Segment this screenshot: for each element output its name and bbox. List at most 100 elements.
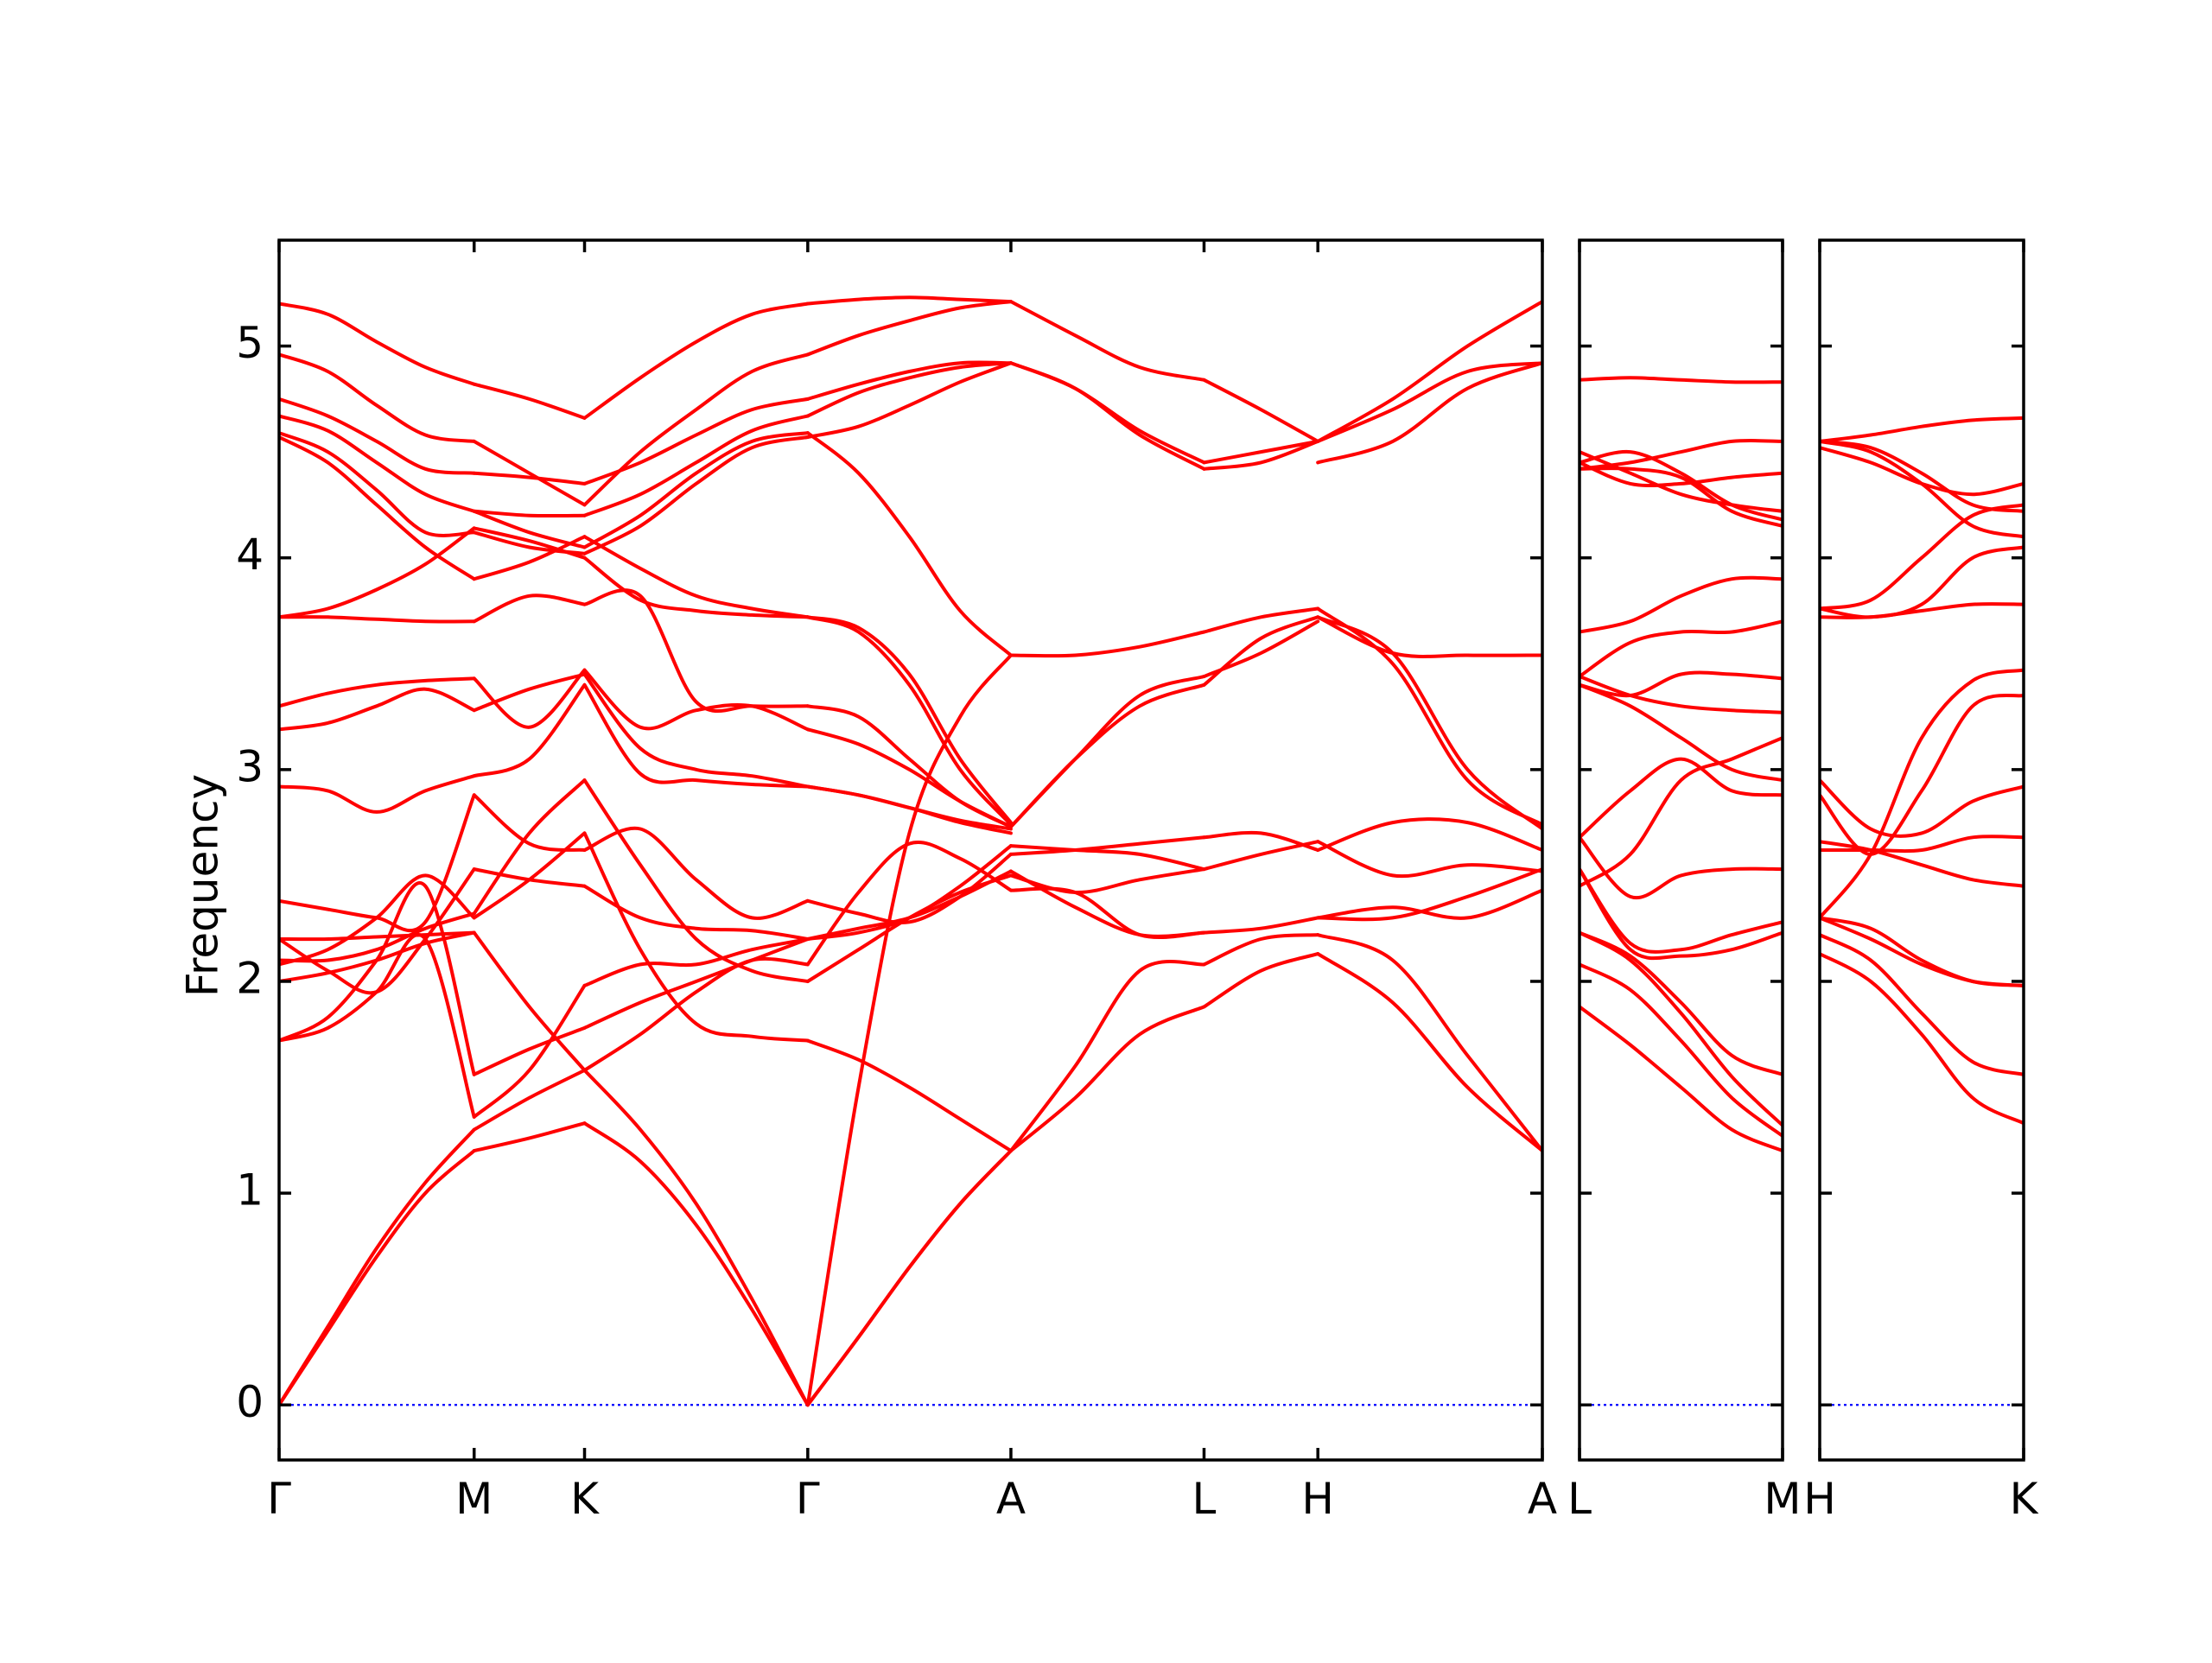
band-line-3-10: [582, 682, 810, 789]
band-line-3-4: [582, 937, 810, 987]
band-line-1-4: [1820, 916, 2024, 987]
band-line-7-5: [1316, 840, 1542, 879]
x-tick-label: K: [2010, 1474, 2039, 1524]
band-line-1-17: [279, 431, 476, 537]
band-line-7-9: [1316, 361, 1542, 443]
band-line-6-2: [1202, 933, 1320, 967]
band-line-1-21: [279, 301, 476, 386]
band-line-6-11: [1202, 378, 1320, 443]
band-line-7-12: [1316, 615, 1542, 658]
bands-group: [1580, 376, 1783, 1153]
band-line-3-11: [582, 672, 810, 789]
band-line-3-17: [582, 431, 810, 549]
panel-frame: [277, 238, 1544, 1462]
y-tick-label: 0: [236, 1377, 264, 1427]
band-line-7-1: [1316, 952, 1542, 1153]
band-line-1-3: [1580, 930, 1783, 1127]
band-line-1-14: [279, 615, 476, 624]
band-line-4-4: [805, 841, 1013, 967]
band-line-1-3: [279, 933, 476, 1119]
band-line-6-8: [1202, 606, 1320, 634]
band-line-2-6: [472, 831, 587, 920]
x-tick-label: L: [1567, 1474, 1592, 1524]
band-line-4-3: [805, 1038, 1013, 1153]
panel-frame: [1818, 238, 2025, 1462]
band-line-4-9: [805, 653, 1013, 1407]
band-line-5-7: [1008, 835, 1206, 856]
band-line-1-19: [1580, 376, 1783, 384]
band-line-2-13: [472, 593, 587, 624]
band-line-4-21: [805, 295, 1013, 306]
band-line-6-5: [1202, 830, 1320, 852]
band-line-3-12: [582, 668, 810, 732]
band-line-3-16: [582, 435, 810, 555]
band-line-1-16: [1820, 446, 2024, 497]
band-line-1-19: [279, 397, 476, 475]
band-line-4-14: [805, 615, 1013, 827]
band-line-2-5: [472, 930, 587, 1072]
y-axis-title: Frequency: [178, 774, 228, 997]
band-line-1-8: [1580, 736, 1783, 888]
band-line-4-15: [805, 615, 1013, 825]
band-line-2-2: [472, 1068, 587, 1132]
band-line-5-3: [1008, 886, 1206, 939]
band-line-6-3: [1202, 916, 1320, 935]
band-line-3-9: [582, 826, 810, 920]
band-line-1-7: [1580, 835, 1783, 900]
band-line-3-2: [582, 1068, 810, 1407]
band-line-3-20: [582, 352, 810, 507]
band-line-1-2: [1820, 933, 2024, 1076]
y-tick-label: 2: [236, 953, 264, 1003]
band-line-1-13: [1580, 575, 1783, 634]
band-line-1-15: [279, 526, 476, 619]
band-line-4-8: [805, 852, 1013, 924]
band-line-1-18: [279, 414, 476, 513]
band-line-1-15: [1820, 503, 2024, 611]
band-line-7-2: [1316, 933, 1542, 1153]
band-line-3-5: [582, 937, 810, 1030]
band-line-1-20: [1580, 438, 1783, 471]
band-line-7-3: [1316, 888, 1542, 920]
band-line-6-9: [1202, 439, 1320, 471]
band-line-1-10: [1580, 682, 1783, 783]
band-line-1-16: [279, 435, 476, 581]
x-tick-label: K: [570, 1474, 600, 1524]
band-line-5-2: [1008, 960, 1206, 1153]
band-line-4-17: [805, 431, 1013, 657]
band-line-5-13: [1008, 300, 1206, 382]
band-line-1-5: [1580, 867, 1783, 961]
band-line-5-10: [1008, 630, 1206, 658]
band-line-1-6: [1580, 867, 1783, 954]
band-line-3-8: [582, 884, 810, 941]
band-line-3-6: [582, 831, 810, 1043]
band-line-5-6: [1008, 844, 1206, 872]
band-line-1-2: [279, 1127, 476, 1407]
band-line-1-6: [1820, 835, 2024, 854]
band-line-3-14: [582, 555, 810, 619]
band-line-1-4: [1580, 930, 1783, 1076]
band-line-1-18: [1580, 460, 1783, 488]
y-tick-label: 3: [236, 741, 264, 791]
bands-group: [279, 295, 1542, 1407]
band-line-5-11: [1008, 361, 1206, 471]
band-line-1-9: [1820, 668, 2024, 920]
band-line-4-7: [805, 844, 1013, 941]
x-tick-label: Γ: [796, 1474, 820, 1524]
band-line-1-12: [279, 687, 476, 732]
band-line-5-9: [1008, 682, 1206, 828]
band-line-1-5: [279, 930, 476, 983]
band-line-2-1: [472, 1121, 587, 1153]
band-line-1-1: [1580, 1005, 1783, 1153]
band-line-7-4: [1316, 867, 1542, 922]
band-line-2-10: [472, 682, 587, 778]
band-line-1-13: [1820, 439, 2024, 513]
band-line-3-18: [582, 414, 810, 517]
band-line-1-16: [1580, 449, 1783, 522]
band-line-2-12: [472, 668, 587, 729]
x-tick-label: M: [1764, 1474, 1801, 1524]
band-line-2-18: [472, 509, 587, 518]
band-line-4-6: [805, 873, 1013, 983]
